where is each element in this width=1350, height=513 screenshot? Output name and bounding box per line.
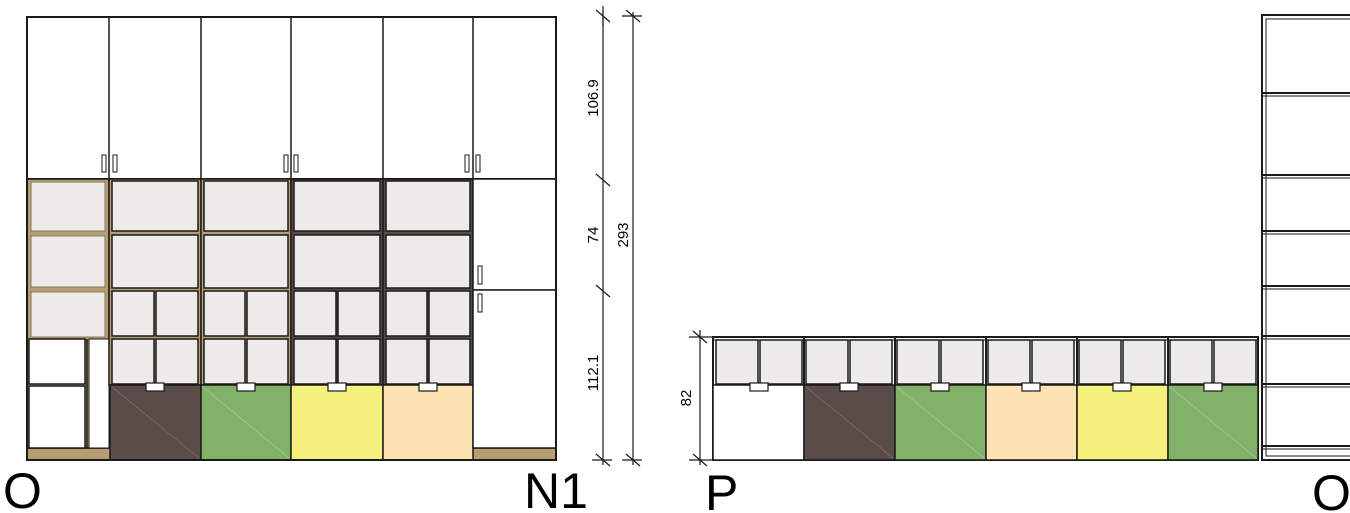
corner-label-right-start: P	[705, 465, 738, 513]
dimension-base: 82	[678, 390, 695, 407]
door-handle	[464, 154, 470, 173]
drawer-yellow	[1076, 384, 1169, 461]
corner-label-left-end: N1	[524, 463, 588, 513]
left-elevation	[26, 16, 557, 461]
dimension-lower: 112.1	[585, 355, 602, 391]
door-handle	[283, 154, 289, 173]
upper-cabinet-row	[26, 16, 557, 180]
drawer-handle	[1203, 382, 1223, 392]
drawer-handle	[1021, 382, 1041, 392]
drawer-row-right	[712, 382, 1259, 461]
drawer-handle	[236, 382, 256, 392]
tall-shelf-unit-right	[1261, 14, 1350, 461]
dimension-total: 293	[615, 222, 632, 247]
drawer-handle	[327, 382, 347, 392]
dimension-lines	[592, 6, 642, 467]
drawer-row-left	[109, 382, 474, 461]
drawer-white	[712, 384, 805, 461]
door-handle	[477, 265, 483, 285]
drawer-yellow	[290, 384, 384, 461]
corner-label-right-end: O	[1312, 465, 1350, 513]
corner-label-left-start: O	[3, 463, 42, 513]
drawer-handle	[839, 382, 859, 392]
compartment-grid	[108, 178, 474, 386]
door-handle	[475, 154, 481, 173]
dimension-upper: 106.9	[585, 79, 602, 117]
drawer-handle	[749, 382, 769, 392]
drawer-peach	[985, 384, 1078, 461]
tall-cabinet-right	[472, 178, 557, 449]
drawer-handle	[930, 382, 950, 392]
drawer-peach	[382, 384, 474, 461]
right-elevation: 82	[678, 14, 1350, 467]
open-shelf-unit-left	[26, 178, 110, 449]
drawer-handle	[145, 382, 165, 392]
door-handle	[101, 154, 107, 173]
dimension-middle: 74	[585, 227, 602, 244]
door-handle	[293, 154, 299, 173]
drawer-handle	[1112, 382, 1132, 392]
door-handle	[477, 293, 483, 313]
door-handle	[112, 154, 118, 173]
drawer-handle	[418, 382, 438, 392]
base-dimension-line	[689, 330, 713, 467]
